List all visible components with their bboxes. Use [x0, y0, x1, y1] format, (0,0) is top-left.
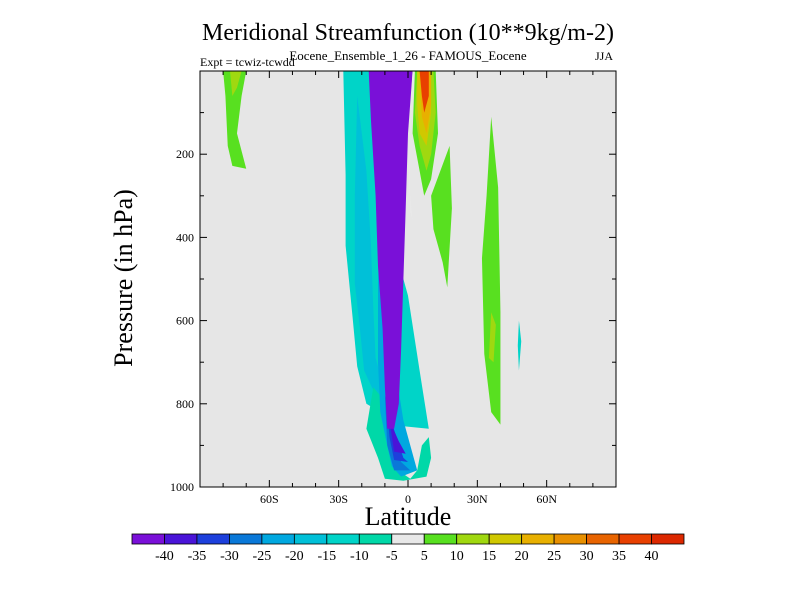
- chart-title: Meridional Streamfunction (10**9kg/m-2): [202, 20, 614, 46]
- tick-label-y: 800: [176, 397, 194, 411]
- contour-south-green: [223, 71, 247, 169]
- colorbar-swatch: [456, 533, 490, 545]
- colorbar-label: -10: [350, 549, 369, 564]
- contour-zero-sliver: [408, 71, 415, 221]
- colorbar-swatch: [293, 533, 328, 545]
- tick-label-y: 1000: [170, 480, 194, 494]
- colorbar-label: 35: [612, 549, 626, 564]
- colorbar-swatch: [229, 533, 263, 545]
- colorbar-label: -20: [285, 549, 304, 564]
- tick-label-y: 400: [176, 230, 194, 244]
- colorbar-swatch: [164, 533, 198, 545]
- colorbar-swatch: [391, 533, 425, 545]
- season-label: JJA: [595, 49, 613, 63]
- x-axis-title: Latitude: [365, 502, 452, 531]
- colorbar-swatch: [521, 533, 555, 545]
- tick-label-y: 600: [176, 314, 194, 328]
- colorbar-label: -25: [253, 549, 272, 564]
- contour-15n-green: [431, 145, 452, 288]
- colorbar-label: 20: [515, 549, 529, 564]
- colorbar-label: -5: [386, 549, 398, 564]
- colorbar-swatch: [586, 533, 620, 545]
- colorbar-label: 30: [580, 549, 594, 564]
- contour-neg-mid: [354, 96, 388, 400]
- colorbar-label: -40: [155, 549, 174, 564]
- tick-label-x: 60N: [536, 492, 557, 506]
- colorbar-label: -15: [317, 549, 336, 564]
- colorbar-label: -30: [220, 549, 239, 564]
- tick-label-x: 60S: [260, 492, 279, 506]
- colorbar-swatch: [651, 533, 685, 545]
- colorbar-swatch: [196, 533, 230, 545]
- chart-subtitle: Eocene_Ensemble_1_26 - FAMOUS_Eocene: [289, 48, 527, 63]
- contour-neg-dark3: [389, 420, 406, 454]
- contour-south-yellowgreen: [230, 71, 242, 96]
- colorbar-label: -35: [188, 549, 207, 564]
- y-axis-title: Pressure (in hPa): [109, 189, 138, 367]
- colorbar-swatch: [326, 533, 360, 545]
- colorbar-label: 5: [421, 549, 428, 564]
- contour-neg-dark2: [387, 408, 408, 462]
- contour-35n-green: [481, 116, 501, 425]
- colorbar-label: 25: [547, 549, 561, 564]
- colorbar-swatch: [553, 533, 587, 545]
- colorbar-label: 15: [482, 549, 496, 564]
- axis-ticks: 60S 30S 0 30N 60N 200 400 600 800 1000: [170, 71, 616, 506]
- tick-label-x: 0: [405, 492, 411, 506]
- colorbar-swatch: [261, 533, 295, 545]
- colorbar-label: 10: [450, 549, 464, 564]
- tick-label-y: 200: [176, 147, 194, 161]
- colorbar-swatch: [358, 533, 393, 545]
- colorbar-swatch: [131, 533, 165, 545]
- colorbar: -40 -35 -30 -25 -20 -15 -10 -5 5 10 15 20 25 30 35 40: [131, 533, 685, 564]
- contour-48n-cyan: [517, 320, 522, 371]
- contour-neg-core: [368, 71, 413, 429]
- contour-pos-north-red: [419, 71, 429, 113]
- contour-neg-dark1: [384, 395, 411, 471]
- colorbar-label: 40: [645, 549, 659, 564]
- tick-label-x: 30N: [467, 492, 488, 506]
- colorbar-swatch: [488, 533, 523, 545]
- colorbar-swatch: [618, 533, 652, 545]
- plot-area: [199, 70, 617, 488]
- tick-label-x: 30S: [329, 492, 348, 506]
- contour-35n-yellowgreen: [488, 312, 496, 363]
- experiment-label: Expt = tcwiz-tcwdd: [200, 55, 295, 69]
- colorbar-swatch: [423, 533, 458, 545]
